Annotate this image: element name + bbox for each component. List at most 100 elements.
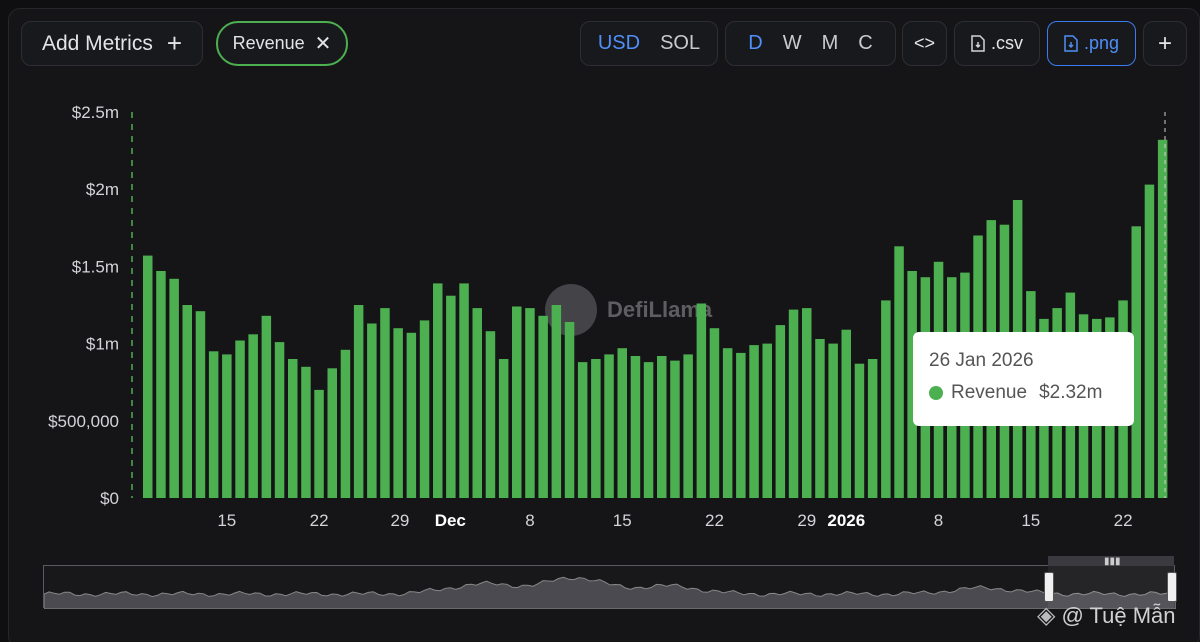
- currency-toggle: USD SOL: [580, 21, 718, 66]
- revenue-bar[interactable]: [498, 359, 509, 498]
- plus-icon: +: [1157, 29, 1172, 57]
- revenue-bar[interactable]: [485, 331, 496, 498]
- range-brush[interactable]: [43, 565, 1177, 610]
- revenue-bar[interactable]: [340, 349, 351, 498]
- brush-preview-area: [43, 576, 1177, 610]
- revenue-bar[interactable]: [749, 345, 759, 498]
- revenue-bar[interactable]: [867, 359, 878, 498]
- revenue-bar[interactable]: [353, 305, 364, 498]
- add-metrics-button[interactable]: Add Metrics +: [21, 21, 203, 66]
- period-weekly-option[interactable]: W: [782, 32, 802, 54]
- revenue-bar[interactable]: [446, 295, 456, 498]
- brush-selection[interactable]: ▮▮▮: [1048, 556, 1174, 608]
- download-csv-button[interactable]: .csv: [954, 21, 1040, 66]
- revenue-bar[interactable]: [696, 303, 707, 499]
- y-tick-label: $2.5m: [72, 103, 119, 122]
- revenue-bar[interactable]: [288, 359, 298, 498]
- revenue-bar[interactable]: [643, 362, 654, 498]
- x-tick-label: 22: [310, 511, 329, 530]
- revenue-bar[interactable]: [169, 278, 179, 498]
- period-monthly-option[interactable]: M: [821, 32, 839, 54]
- revenue-bar[interactable]: [657, 356, 667, 498]
- revenue-bar[interactable]: [419, 320, 430, 498]
- revenue-bar[interactable]: [433, 283, 443, 498]
- code-icon: <>: [913, 33, 936, 53]
- revenue-bar[interactable]: [208, 351, 219, 498]
- revenue-bar[interactable]: [802, 308, 812, 498]
- revenue-bar[interactable]: [156, 271, 166, 498]
- add-metrics-label: Add Metrics: [41, 31, 153, 55]
- x-tick-label: 2026: [827, 511, 865, 530]
- y-tick-label: $0: [100, 489, 119, 508]
- revenue-metric-chip[interactable]: Revenue ✕: [216, 21, 348, 66]
- revenue-bar[interactable]: [195, 311, 206, 498]
- revenue-bar[interactable]: [881, 300, 891, 498]
- revenue-bar[interactable]: [907, 271, 917, 498]
- revenue-bar[interactable]: [274, 342, 285, 498]
- revenue-bar[interactable]: [815, 339, 825, 498]
- more-options-button[interactable]: +: [1143, 21, 1187, 66]
- revenue-bar[interactable]: [393, 328, 403, 498]
- revenue-bar[interactable]: [248, 334, 258, 498]
- revenue-bar[interactable]: [762, 343, 773, 498]
- revenue-bar[interactable]: [525, 308, 535, 498]
- revenue-bar[interactable]: [577, 362, 588, 498]
- revenue-bar[interactable]: [736, 352, 746, 498]
- revenue-bar[interactable]: [1144, 184, 1155, 498]
- period-daily-option[interactable]: D: [748, 32, 763, 54]
- revenue-bar[interactable]: [235, 340, 245, 499]
- download-png-button[interactable]: .png: [1047, 21, 1136, 66]
- revenue-bar[interactable]: [630, 356, 641, 498]
- series-dot-icon: [929, 386, 943, 400]
- revenue-bar[interactable]: [828, 343, 838, 498]
- brush-left-handle[interactable]: [1044, 572, 1054, 602]
- brush-preview: [43, 576, 1177, 610]
- revenue-bar[interactable]: [683, 354, 693, 498]
- revenue-bar[interactable]: [604, 354, 614, 498]
- revenue-bar[interactable]: [617, 348, 628, 498]
- y-tick-label: $1.5m: [72, 257, 119, 276]
- revenue-bar[interactable]: [670, 360, 680, 498]
- revenue-bar[interactable]: [261, 315, 272, 498]
- revenue-bar[interactable]: [143, 255, 153, 498]
- watermark-text: DefiLlama: [607, 297, 713, 322]
- plus-icon: +: [166, 28, 183, 58]
- revenue-bar[interactable]: [709, 328, 720, 498]
- x-tick-label: 15: [1021, 511, 1040, 530]
- revenue-bar[interactable]: [459, 283, 469, 498]
- revenue-bar[interactable]: [327, 368, 338, 498]
- revenue-bar[interactable]: [894, 246, 904, 498]
- period-cumulative-option[interactable]: C: [858, 32, 873, 54]
- revenue-bar[interactable]: [788, 309, 799, 498]
- revenue-bar[interactable]: [775, 325, 786, 498]
- chart-tooltip: 26 Jan 2026 Revenue $2.32m: [913, 332, 1134, 426]
- revenue-bar[interactable]: [1157, 139, 1168, 499]
- revenue-bar[interactable]: [380, 308, 390, 498]
- revenue-bar[interactable]: [841, 329, 852, 498]
- revenue-bar[interactable]: [591, 359, 601, 498]
- revenue-bar[interactable]: [472, 308, 483, 498]
- revenue-bar[interactable]: [564, 322, 575, 498]
- revenue-bar[interactable]: [512, 306, 522, 499]
- x-tick-label: 29: [390, 511, 409, 530]
- revenue-bar[interactable]: [222, 354, 232, 498]
- revenue-bar[interactable]: [551, 305, 562, 498]
- revenue-bar[interactable]: [1131, 226, 1142, 499]
- credit-text: @ Tuệ Mẫn: [1061, 602, 1176, 628]
- brush-right-handle[interactable]: [1167, 572, 1177, 602]
- y-tick-label: $500,000: [48, 412, 119, 431]
- revenue-bar[interactable]: [182, 305, 193, 498]
- revenue-bar[interactable]: [314, 389, 324, 498]
- currency-sol-option[interactable]: SOL: [660, 32, 701, 54]
- revenue-bar[interactable]: [301, 366, 311, 498]
- embed-button[interactable]: <>: [902, 21, 947, 66]
- revenue-bar[interactable]: [406, 332, 417, 498]
- revenue-bar[interactable]: [854, 363, 865, 498]
- revenue-bar[interactable]: [538, 315, 548, 498]
- brush-grip-icon[interactable]: ▮▮▮: [1104, 556, 1121, 567]
- close-icon[interactable]: ✕: [314, 33, 332, 55]
- currency-usd-option[interactable]: USD: [597, 32, 641, 54]
- revenue-bar[interactable]: [367, 323, 377, 499]
- download-file-icon: [971, 35, 985, 52]
- revenue-bar[interactable]: [722, 348, 733, 498]
